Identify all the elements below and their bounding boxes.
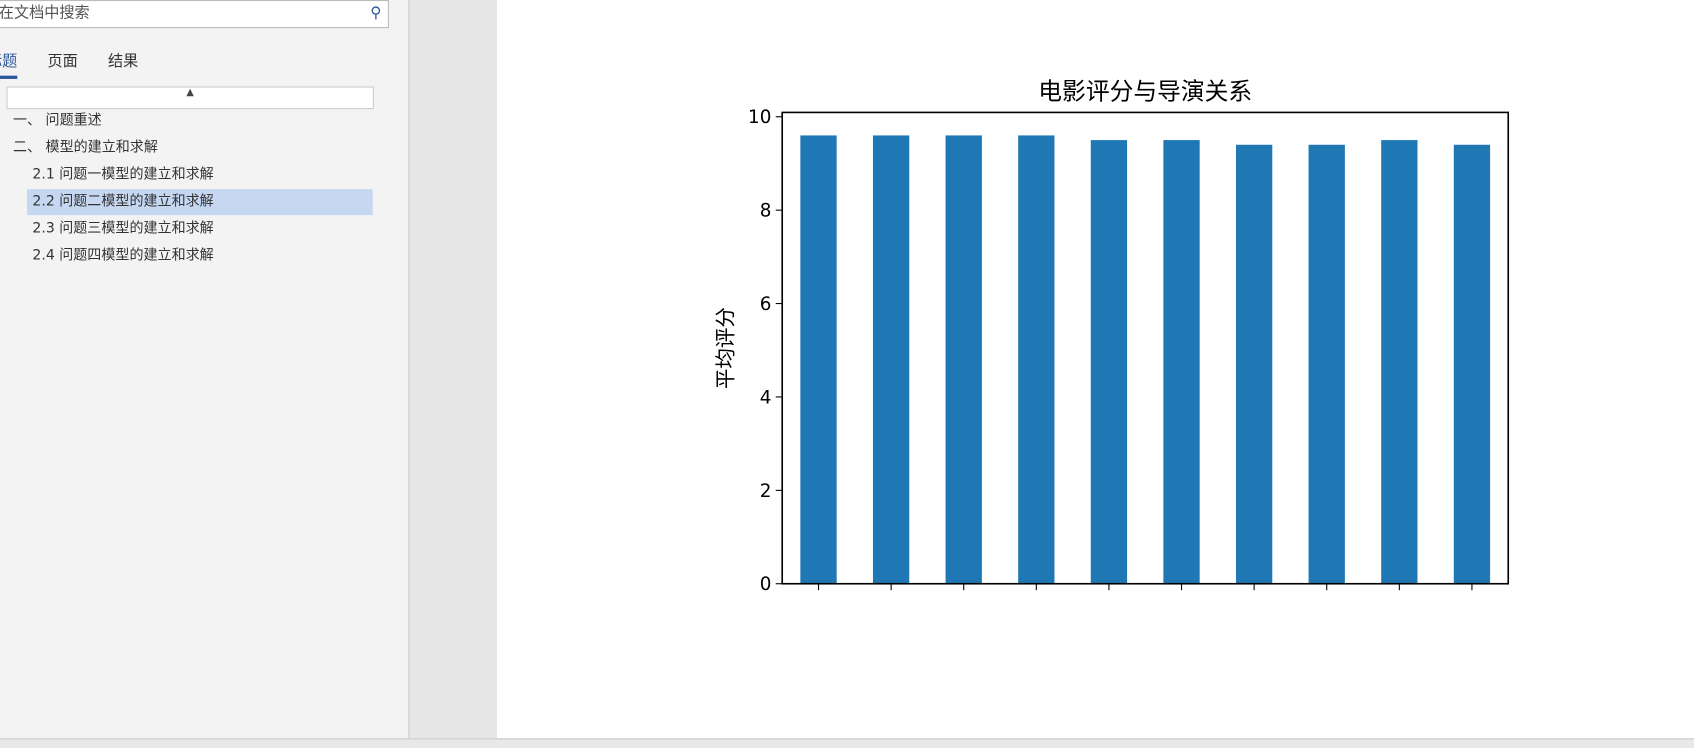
search-icon[interactable]: ⚲ — [370, 4, 382, 22]
bar — [1308, 144, 1345, 584]
y-tick-label: 0 — [760, 574, 772, 595]
tab[interactable]: 标题 — [0, 50, 18, 79]
y-tick-label: 4 — [760, 387, 772, 408]
navigation-pane: 在文档中搜索 ⚲ 标题 页面 结果 ▲ 一、 问题重述 二、 模型的建立和求解 2… — [0, 0, 410, 739]
bar — [872, 135, 910, 584]
heading-item[interactable]: 一、 问题重述 — [12, 112, 102, 129]
plot-frame — [781, 111, 1510, 585]
heading-item-selected[interactable]: 2.2 问题二模型的建立和求解 — [27, 189, 373, 216]
y-tick-label: 8 — [760, 201, 772, 222]
heading-item[interactable]: 2.4 问题四模型的建立和求解 — [32, 247, 214, 264]
bar — [945, 135, 982, 584]
heading-item[interactable]: 二、 模型的建立和求解 — [12, 139, 158, 156]
bar — [1018, 135, 1055, 584]
bar — [1163, 140, 1200, 584]
bar — [1090, 140, 1128, 584]
bar — [1381, 140, 1418, 584]
tab[interactable]: 结果 — [108, 52, 139, 71]
bar — [1453, 144, 1491, 584]
bar — [800, 135, 837, 584]
search-box[interactable]: 在文档中搜索 ⚲ — [0, 0, 389, 29]
heading-item[interactable]: 2.3 问题三模型的建立和求解 — [32, 220, 214, 237]
y-tick-label: 6 — [760, 294, 772, 315]
collapse-button[interactable]: ▲ — [6, 86, 374, 110]
document-page: 电影评分与导演关系平均评分 0 2 4 6 8 10 — [496, 0, 1694, 739]
tab[interactable]: 页面 — [47, 52, 78, 71]
y-tick-label: 10 — [748, 107, 771, 128]
y-axis-label: 平均评分 — [714, 307, 738, 389]
bar — [1235, 144, 1273, 584]
status-bar — [0, 738, 1694, 748]
heading-item[interactable]: 2.1 问题一模型的建立和求解 — [32, 166, 214, 183]
search-placeholder: 在文档中搜索 — [0, 4, 90, 22]
y-tick-label: 2 — [760, 481, 772, 502]
chart-title: 电影评分与导演关系 — [1038, 77, 1252, 105]
